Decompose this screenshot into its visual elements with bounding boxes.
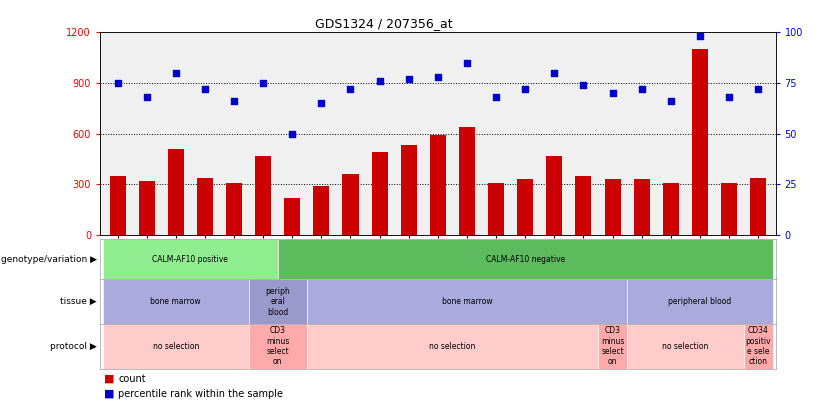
Text: count: count: [118, 374, 146, 384]
Bar: [605, 179, 620, 235]
Bar: [109, 176, 126, 235]
Bar: [314, 186, 329, 235]
Point: [373, 78, 386, 84]
Text: ■: ■: [104, 374, 115, 384]
Bar: [103, 279, 249, 324]
Bar: [627, 324, 744, 369]
Bar: [343, 174, 359, 235]
Bar: [488, 183, 504, 235]
Text: protocol ▶: protocol ▶: [50, 342, 97, 351]
Bar: [750, 177, 766, 235]
Point: [402, 76, 415, 82]
Bar: [575, 176, 591, 235]
Bar: [430, 135, 446, 235]
Point: [722, 94, 736, 100]
Text: no selection: no selection: [662, 342, 709, 351]
Bar: [307, 324, 598, 369]
Bar: [627, 279, 773, 324]
Point: [140, 94, 153, 100]
Bar: [278, 239, 773, 279]
Bar: [103, 324, 249, 369]
Point: [751, 86, 765, 92]
Bar: [197, 177, 213, 235]
Text: peripheral blood: peripheral blood: [668, 297, 731, 306]
Bar: [598, 324, 627, 369]
Text: genotype/variation ▶: genotype/variation ▶: [1, 255, 97, 264]
Bar: [168, 149, 183, 235]
Text: CALM-AF10 negative: CALM-AF10 negative: [485, 255, 565, 264]
Bar: [307, 279, 627, 324]
Text: no selection: no selection: [430, 342, 475, 351]
Bar: [372, 152, 388, 235]
Text: CALM-AF10 positive: CALM-AF10 positive: [153, 255, 229, 264]
Point: [548, 70, 561, 76]
Point: [431, 74, 445, 80]
Point: [635, 86, 648, 92]
Point: [605, 90, 619, 96]
Text: bone marrow: bone marrow: [150, 297, 201, 306]
Point: [111, 80, 124, 86]
Text: ■: ■: [104, 389, 115, 399]
Text: no selection: no selection: [153, 342, 199, 351]
Point: [169, 70, 183, 76]
Point: [257, 80, 270, 86]
Point: [577, 82, 590, 88]
Point: [285, 130, 299, 137]
Point: [460, 60, 474, 66]
Bar: [721, 183, 737, 235]
Point: [519, 86, 532, 92]
Text: percentile rank within the sample: percentile rank within the sample: [118, 389, 284, 399]
Bar: [459, 127, 475, 235]
Text: bone marrow: bone marrow: [442, 297, 492, 306]
Bar: [692, 49, 708, 235]
Bar: [284, 198, 300, 235]
Bar: [226, 183, 242, 235]
Bar: [546, 156, 562, 235]
Text: CD34
positiv
e sele
ction: CD34 positiv e sele ction: [746, 326, 771, 367]
Bar: [138, 181, 154, 235]
Bar: [255, 156, 271, 235]
Point: [314, 100, 328, 107]
Bar: [249, 324, 307, 369]
Text: CD3
minus
select
on: CD3 minus select on: [600, 326, 624, 367]
Text: tissue ▶: tissue ▶: [60, 297, 97, 306]
Bar: [634, 179, 650, 235]
Text: CD3
minus
select
on: CD3 minus select on: [266, 326, 289, 367]
Point: [344, 86, 357, 92]
Point: [490, 94, 503, 100]
Title: GDS1324 / 207356_at: GDS1324 / 207356_at: [315, 17, 453, 30]
Bar: [663, 183, 679, 235]
Point: [198, 86, 212, 92]
Bar: [400, 145, 417, 235]
Bar: [103, 239, 278, 279]
Bar: [744, 324, 773, 369]
Bar: [249, 279, 307, 324]
Text: periph
eral
blood: periph eral blood: [265, 287, 290, 317]
Point: [228, 98, 241, 104]
Point: [693, 33, 706, 40]
Bar: [517, 179, 533, 235]
Point: [664, 98, 677, 104]
